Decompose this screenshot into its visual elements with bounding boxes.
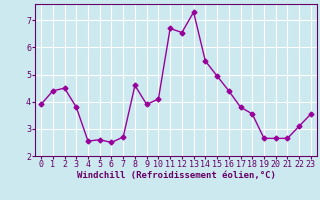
X-axis label: Windchill (Refroidissement éolien,°C): Windchill (Refroidissement éolien,°C)	[76, 171, 276, 180]
